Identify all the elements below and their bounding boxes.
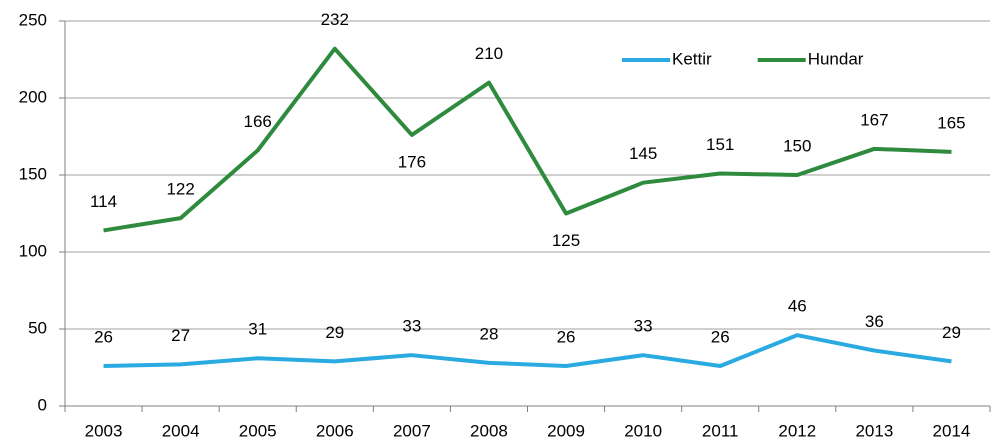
y-tick-label: 100 <box>19 241 47 260</box>
data-label: 176 <box>398 152 426 171</box>
data-label: 151 <box>706 135 734 154</box>
data-label: 29 <box>325 323 344 342</box>
data-label: 27 <box>171 326 190 345</box>
data-label: 166 <box>244 112 272 131</box>
data-label: 28 <box>479 324 498 343</box>
x-tick-label: 2006 <box>316 421 354 440</box>
x-tick-label: 2013 <box>855 421 893 440</box>
y-tick-label: 200 <box>19 87 47 106</box>
data-label: 125 <box>552 231 580 250</box>
y-tick-label: 50 <box>28 318 47 337</box>
series-line <box>103 46 952 233</box>
data-label: 26 <box>94 327 113 346</box>
y-tick-label: 0 <box>38 395 47 414</box>
y-tick-label: 250 <box>19 10 47 29</box>
data-label: 210 <box>475 44 503 63</box>
data-label: 165 <box>937 113 965 132</box>
data-label: 46 <box>788 297 807 316</box>
data-label: 150 <box>783 136 811 155</box>
y-tick-label: 150 <box>19 164 47 183</box>
x-tick-label: 2008 <box>470 421 508 440</box>
x-tick-label: 2005 <box>239 421 277 440</box>
data-label: 33 <box>402 317 421 336</box>
x-tick-label: 2010 <box>624 421 662 440</box>
data-label: 145 <box>629 144 657 163</box>
x-tick-label: 2004 <box>162 421 200 440</box>
data-label: 26 <box>557 327 576 346</box>
data-label: 29 <box>942 323 961 342</box>
x-tick-label: 2003 <box>85 421 123 440</box>
data-label: 232 <box>321 10 349 29</box>
series-line <box>103 333 952 368</box>
x-tick-label: 2012 <box>778 421 816 440</box>
data-label: 26 <box>711 327 730 346</box>
data-label: 36 <box>865 312 884 331</box>
x-tick-label: 2007 <box>393 421 431 440</box>
data-label: 167 <box>860 110 888 129</box>
x-tick-label: 2009 <box>547 421 585 440</box>
x-tick-label: 2011 <box>702 421 739 440</box>
data-label: 122 <box>166 180 194 199</box>
legend-label: Kettir <box>672 49 712 68</box>
data-label: 33 <box>634 317 653 336</box>
legend-label: Hundar <box>808 49 864 68</box>
data-label: 31 <box>248 320 267 339</box>
x-tick-label: 2014 <box>933 421 971 440</box>
data-label: 114 <box>90 192 117 211</box>
